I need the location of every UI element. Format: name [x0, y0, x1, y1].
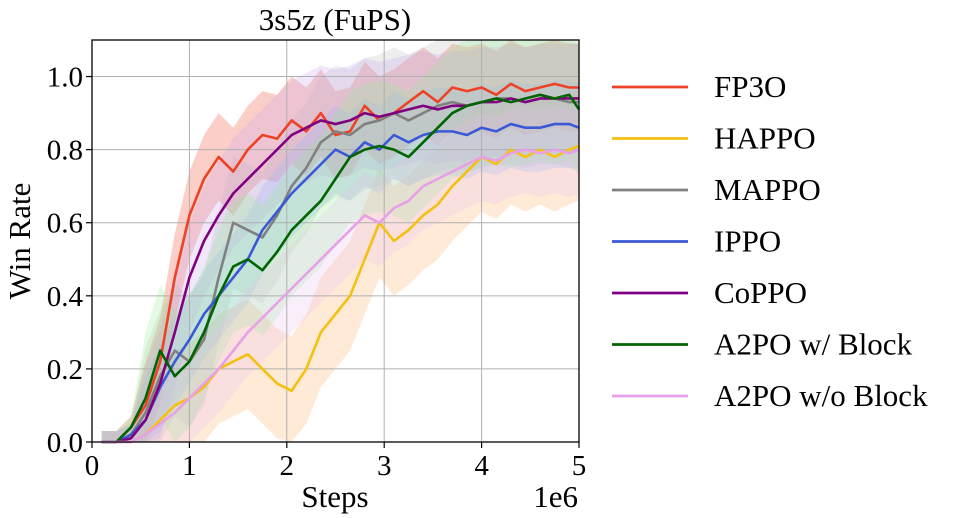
x-tick-label: 0: [85, 450, 100, 482]
y-axis-label: Win Rate: [2, 183, 37, 300]
x-tick-label: 1: [182, 450, 197, 482]
y-tick-label: 0.6: [47, 208, 83, 240]
chart-title: 3s5z (FuPS): [259, 2, 411, 37]
legend: FP3O HAPPO MAPPO IPPO CoPPO A2PO w/ Block A2PO…: [612, 69, 928, 413]
y-tick-label: 0.8: [47, 135, 83, 167]
band-a2po-w-block: [101, 40, 580, 442]
x-axis-label: Steps: [301, 479, 368, 514]
band-a2po-w-o-block: [101, 105, 580, 443]
plot-frame: [91, 39, 580, 443]
x-tick-label: 5: [572, 450, 587, 482]
x-axis-offset-label: 1e6: [533, 479, 578, 514]
y-tick-label: 0.2: [47, 354, 83, 386]
series-lines: [101, 82, 581, 444]
band-ippo: [101, 80, 580, 442]
y-tick-label: 0.4: [47, 281, 84, 313]
legend-label-ippo: IPPO: [714, 224, 781, 259]
series-line-a2po-w-o-block: [101, 148, 580, 444]
series-line-a2po-w-block: [101, 93, 581, 444]
band-coppo: [101, 43, 580, 443]
y-tick-label: 1.0: [47, 62, 83, 94]
x-axis-ticks: 0 1 2 3 4 5: [85, 442, 587, 482]
band-fp3o: [101, 40, 580, 442]
x-tick-label: 4: [474, 450, 489, 482]
y-tick-label: 0.0: [47, 427, 83, 459]
x-tick-label: 3: [377, 450, 392, 482]
legend-label-a2po-w-o-block: A2PO w/o Block: [714, 378, 928, 413]
legend-label-coppo: CoPPO: [714, 275, 807, 310]
x-tick-label: 2: [280, 450, 295, 482]
legend-label-a2po-w-block: A2PO w/ Block: [714, 327, 913, 362]
y-axis-ticks: 0.0 0.2 0.4 0.6 0.8 1.0: [47, 62, 92, 459]
band-mappo: [101, 40, 580, 442]
legend-label-mappo: MAPPO: [714, 172, 821, 207]
legend-label-fp3o: FP3O: [714, 69, 786, 104]
series-line-ippo: [101, 122, 580, 444]
series-line-mappo: [101, 97, 579, 444]
legend-label-happo: HAPPO: [714, 121, 816, 156]
